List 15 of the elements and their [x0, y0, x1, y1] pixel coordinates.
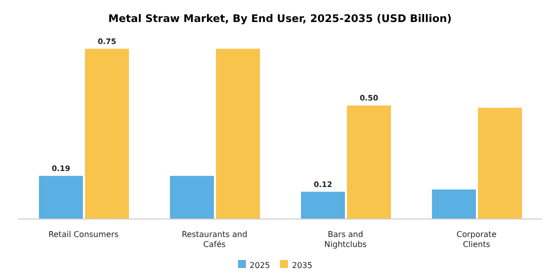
bar — [478, 108, 522, 219]
legend-label: 2035 — [292, 261, 312, 270]
bar — [38, 176, 83, 219]
chart-title: Metal Straw Market, By End User, 2025-2035 (USD Billion) — [107, 12, 453, 27]
legend-label: 2025 — [250, 261, 270, 270]
x-tick-label: Bars and Nightclubs — [324, 230, 367, 249]
bar — [84, 48, 129, 219]
x-tick-label: Corporate Clients — [456, 230, 497, 249]
bar — [216, 48, 260, 219]
x-tick-label: Restaurants and Cafés — [182, 230, 248, 249]
bar — [300, 192, 345, 219]
bar — [170, 176, 214, 219]
bar — [346, 106, 391, 219]
x-tick-label: Retail Consumers — [48, 230, 119, 239]
bar — [432, 190, 476, 219]
